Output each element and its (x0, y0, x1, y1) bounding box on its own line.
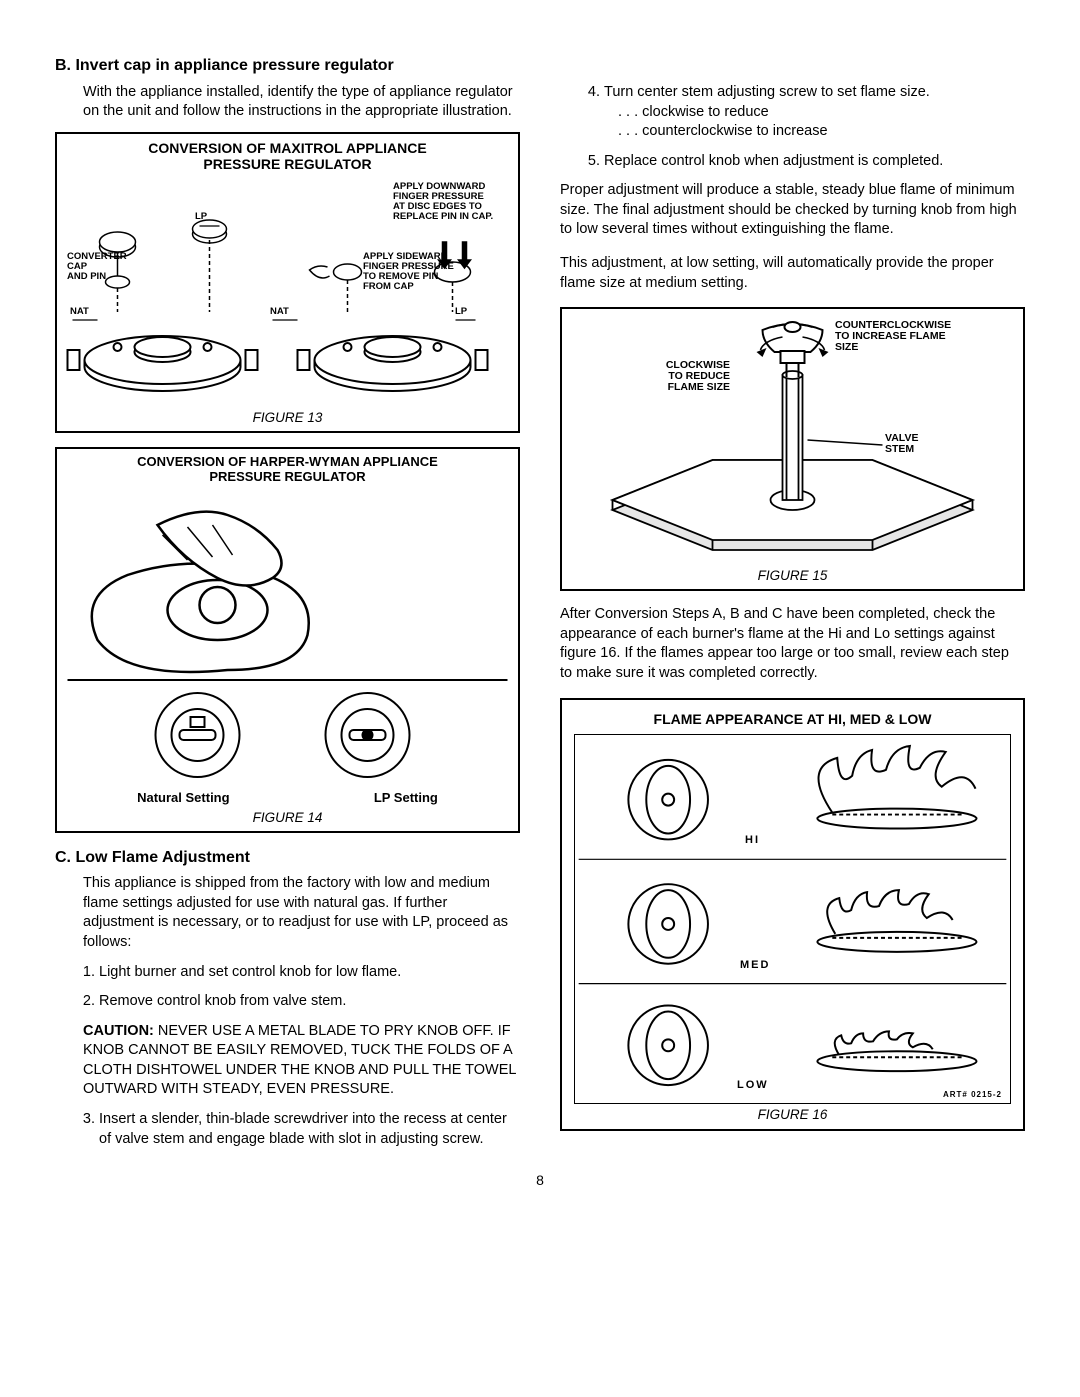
fig13-label-nat2: NAT (270, 307, 289, 317)
right-p2: This adjustment, at low setting, will au… (560, 254, 1025, 293)
fig15-label-cw: CLOCKWISETO REDUCEFLAME SIZE (630, 360, 730, 393)
fig14-title-1: CONVERSION OF HARPER-WYMAN APPLIANCE (137, 454, 438, 469)
intro-b: With the appliance installed, identify t… (83, 83, 520, 122)
step-4-main: Turn center stem adjusting screw to set … (604, 84, 930, 100)
step-4b: . . . counterclockwise to increase (618, 123, 828, 139)
fig14-settings-row: Natural Setting LP Setting (65, 789, 510, 807)
fig15-label-valve: VALVESTEM (885, 433, 918, 455)
figure-14-box: CONVERSION OF HARPER-WYMAN APPLIANCE PRE… (55, 447, 520, 833)
fig13-title-1: CONVERSION OF MAXITROL APPLIANCE (148, 140, 426, 156)
page-container: B. Invert cap in appliance pressure regu… (55, 55, 1025, 1159)
steps-4-5: Turn center stem adjusting screw to set … (604, 83, 1025, 171)
fig14-title-2: PRESSURE REGULATOR (209, 469, 365, 484)
heading-c: C. Low Flame Adjustment (55, 847, 520, 869)
intro-c: This appliance is shipped from the facto… (83, 874, 520, 952)
right-column: Turn center stem adjusting screw to set … (560, 55, 1025, 1159)
fig13-title-2: PRESSURE REGULATOR (203, 156, 371, 172)
fig14-lp: LP Setting (374, 789, 438, 807)
figure-16-box: FLAME APPEARANCE AT HI, MED & LOW (560, 698, 1025, 1131)
fig16-med: MED (740, 960, 770, 972)
step-4: Turn center stem adjusting screw to set … (604, 83, 1025, 142)
fig16-caption: FIGURE 16 (574, 1106, 1011, 1124)
fig13-label-side: APPLY SIDEWARDFINGER PRESSURETO REMOVE P… (363, 252, 454, 292)
right-p1: Proper adjustment will produce a stable,… (560, 181, 1025, 240)
caution-label: CAUTION: (83, 1023, 154, 1039)
step-4a: . . . clockwise to reduce (618, 104, 769, 120)
step-2: Remove control knob from valve stem. (99, 992, 520, 1012)
fig14-natural: Natural Setting (137, 789, 229, 807)
fig13-label-nat1: NAT (70, 307, 89, 317)
fig13-label-converter: CONVERTERCAPAND PIN (67, 252, 127, 282)
page-number: 8 (55, 1171, 1025, 1190)
steps-3: Insert a slender, thin-blade screwdriver… (99, 1110, 520, 1149)
step-1: Light burner and set control knob for lo… (99, 963, 520, 983)
left-column: B. Invert cap in appliance pressure regu… (55, 55, 520, 1159)
fig15-caption: FIGURE 15 (570, 567, 1015, 585)
fig16-title: FLAME APPEARANCE AT HI, MED & LOW (574, 710, 1011, 729)
fig13-label-lp2: LP (455, 307, 467, 317)
fig13-diagram: CONVERTERCAPAND PIN LP NAT APPLY SIDEWAR… (65, 172, 510, 407)
step-3: Insert a slender, thin-blade screwdriver… (99, 1110, 520, 1149)
fig16-diagram: HI MED LOW ART# 0215-2 (574, 734, 1011, 1104)
heading-b: B. Invert cap in appliance pressure regu… (55, 55, 520, 77)
fig15-diagram: CLOCKWISETO REDUCEFLAME SIZE COUNTERCLOC… (570, 315, 1015, 565)
fig16-low: LOW (737, 1080, 769, 1092)
fig13-caption: FIGURE 13 (65, 409, 510, 427)
steps-1-2: Light burner and set control knob for lo… (99, 963, 520, 1012)
fig16-art: ART# 0215-2 (943, 1091, 1002, 1099)
fig13-label-lp1: LP (195, 212, 207, 222)
fig16-hi: HI (745, 835, 760, 847)
figure-15-box: CLOCKWISETO REDUCEFLAME SIZE COUNTERCLOC… (560, 307, 1025, 591)
fig15-label-ccw: COUNTERCLOCKWISETO INCREASE FLAMESIZE (835, 320, 951, 353)
fig14-caption: FIGURE 14 (65, 809, 510, 827)
right-p3: After Conversion Steps A, B and C have b… (560, 605, 1025, 683)
fig14-diagram (65, 485, 510, 785)
caution-block: CAUTION: NEVER USE A METAL BLADE TO PRY … (83, 1022, 520, 1100)
fig13-label-down: APPLY DOWNWARDFINGER PRESSUREAT DISC EDG… (393, 182, 493, 222)
figure-13-box: CONVERSION OF MAXITROL APPLIANCE PRESSUR… (55, 132, 520, 433)
step-5: Replace control knob when adjustment is … (604, 152, 1025, 172)
